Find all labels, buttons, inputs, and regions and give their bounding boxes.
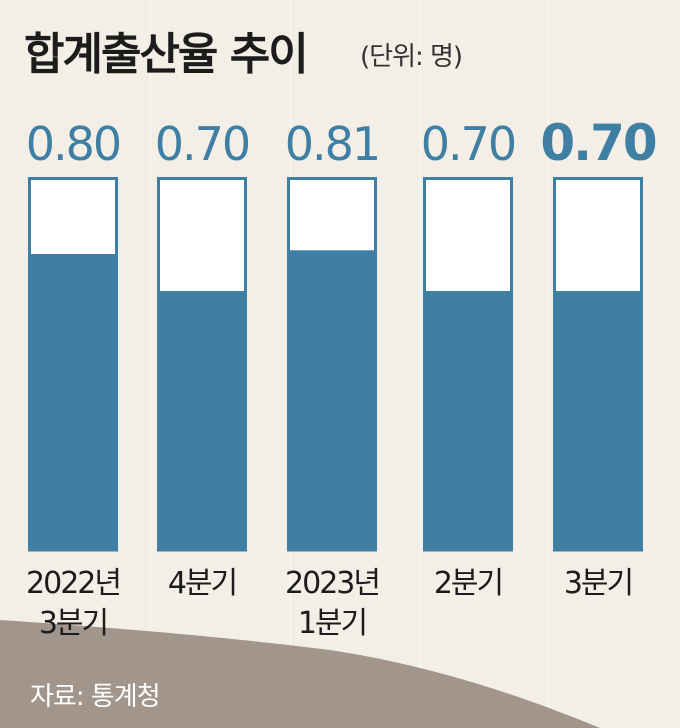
category-label-2: 4분기 bbox=[168, 566, 236, 601]
value-label-5: 0.70 bbox=[540, 114, 656, 172]
value-label-4: 0.70 bbox=[421, 117, 515, 171]
bar-2 bbox=[157, 291, 247, 550]
bar-1 bbox=[28, 254, 118, 550]
value-label-2: 0.70 bbox=[155, 117, 249, 171]
bar-4 bbox=[423, 291, 513, 550]
bar-3 bbox=[287, 250, 377, 551]
grid-line-3 bbox=[420, 0, 421, 728]
value-label-1: 0.80 bbox=[26, 117, 120, 171]
category-label-3: 2023년 1분기 bbox=[285, 566, 379, 641]
bar-5 bbox=[553, 291, 643, 550]
category-label-1: 2022년 3분기 bbox=[26, 566, 120, 641]
chart-title: 합계출산율 추이 bbox=[24, 29, 309, 80]
grid-line-1 bbox=[150, 0, 151, 728]
source-note: 자료: 통계청 bbox=[30, 682, 161, 712]
unit-label: (단위: 명) bbox=[360, 42, 463, 72]
category-label-4: 2분기 bbox=[434, 566, 502, 601]
grid-line-4 bbox=[548, 0, 549, 728]
category-label-5: 3분기 bbox=[564, 566, 632, 601]
bottom-wave bbox=[0, 620, 600, 728]
value-label-3: 0.81 bbox=[285, 117, 379, 171]
